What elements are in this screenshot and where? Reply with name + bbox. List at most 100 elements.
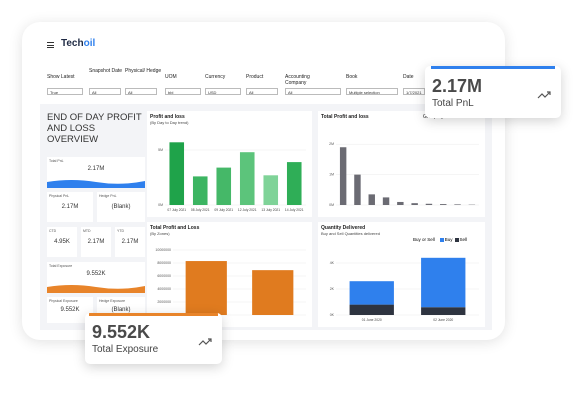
logo-text: oil	[83, 38, 96, 49]
filter-dropdown[interactable]: All	[125, 88, 157, 95]
bar	[382, 197, 390, 205]
bar	[169, 142, 185, 205]
card-label: MTD	[83, 229, 91, 233]
chart-subtitle: (By Day to Day trend)	[150, 120, 189, 125]
filter-dropdown[interactable]: 1/7/2021	[403, 88, 425, 95]
floating-card: 9.552K Total Exposure	[85, 313, 222, 364]
card-label: Total Exposure	[49, 264, 73, 268]
x-tick-label: 09 July 2021	[214, 208, 233, 212]
card-value: 2.17M	[432, 76, 483, 96]
filter-dropdown[interactable]: bbl	[165, 88, 201, 95]
bar	[440, 204, 447, 205]
kpi-card: CTD 4.95K	[47, 227, 77, 257]
y-tick-label: 2M	[329, 142, 334, 146]
x-tick-label: 14 July 2021	[285, 208, 304, 212]
logo: Techoil	[61, 38, 95, 49]
chart-title: Quantity Delivered	[321, 225, 366, 231]
kpi-card: Total PnL 2.17M	[47, 157, 145, 188]
bar-segment	[349, 281, 394, 305]
y-tick-label: 1M	[329, 173, 334, 177]
chart-panel: Total Profit and lossGroup byProduct0M1M…	[318, 111, 485, 217]
y-tick-label: 10000000	[155, 248, 171, 252]
chart-title: Profit and loss	[150, 114, 185, 120]
filter-dropdown[interactable]: True	[47, 88, 83, 95]
overview-title: END OF DAY PROFIT AND LOSS OVERVIEW	[47, 112, 142, 145]
y-tick-label: 6000000	[157, 274, 171, 278]
wave	[47, 180, 145, 188]
filter-dropdown[interactable]: Multiple selection	[346, 88, 398, 95]
legend-title: Buy or Sell	[413, 237, 435, 242]
card-value: 2.17M	[61, 204, 79, 210]
card-value: 9.552K	[60, 307, 80, 313]
x-tick-label: 07 July 2021	[167, 208, 186, 212]
menu-icon[interactable]	[47, 42, 54, 48]
bar-segment	[421, 307, 466, 315]
bar-segment	[421, 257, 466, 308]
bar	[368, 194, 375, 205]
filter-label: UOM	[165, 74, 177, 80]
card-label: Total PnL	[49, 159, 64, 163]
filter-label: Date	[403, 74, 414, 80]
filter-label: Snapshot Date	[89, 68, 123, 74]
filter-dropdown[interactable]: All	[89, 88, 121, 95]
bar	[216, 167, 232, 205]
card-value: 2.17M	[87, 239, 105, 245]
card-value: 2.17M	[87, 166, 105, 172]
filter-label: Book	[346, 74, 358, 80]
chart-subtitle: Buy and Sell Quantities delivered	[321, 231, 380, 236]
filter-label: Accounting Company	[285, 74, 310, 86]
x-tick-label: 02 June 2020	[433, 318, 453, 322]
filter-label: Product	[246, 74, 264, 80]
y-tick-label: 0M	[158, 203, 163, 207]
y-tick-label: 0M	[329, 203, 334, 207]
filter-dropdown[interactable]: All	[246, 88, 278, 95]
wave-decoration	[47, 285, 145, 293]
accent-bar	[431, 66, 555, 69]
bar	[263, 175, 279, 205]
kpi-card: Physical PnL 2.17M	[47, 192, 93, 222]
accent-bar	[89, 313, 218, 316]
filter-label: Currency	[205, 74, 226, 80]
card-value: 9.552K	[92, 322, 151, 342]
bar	[192, 176, 208, 205]
bar	[397, 201, 404, 205]
floating-card: 2.17M Total PnL	[425, 66, 561, 118]
chart: 0M 1M 2M	[329, 142, 479, 207]
y-tick-label: 2K	[330, 287, 335, 291]
card-value: 9.552K	[86, 271, 106, 277]
card-label: Total PnL	[432, 98, 474, 109]
legend-label: Buy	[444, 237, 453, 242]
legend: Buy or Sell Buy Sell	[413, 237, 467, 242]
legend-swatch	[454, 237, 459, 242]
card-label: Physical Exposure	[49, 299, 78, 303]
filter-dropdown[interactable]: USD	[205, 88, 241, 95]
card-label: Physical PnL	[49, 194, 70, 198]
x-tick-label: 12 July 2021	[238, 208, 257, 212]
bar	[425, 203, 433, 205]
bar	[252, 270, 294, 315]
legend-label: Sell	[459, 237, 468, 242]
chart-subtitle: (By Zones)	[150, 231, 170, 236]
kpi-card: Total Exposure 9.552K	[47, 262, 145, 293]
kpi-card: Hedge PnL (Blank)	[97, 192, 145, 222]
card-label: Total Exposure	[92, 344, 159, 355]
card-value: (Blank)	[111, 307, 131, 313]
chart: 0M 5M 07 July 2021 08 July 2021 09 July 2021…	[158, 142, 306, 212]
filter-dropdown[interactable]: All	[285, 88, 341, 95]
y-tick-label: 0K	[330, 313, 335, 317]
y-tick-label: 4000000	[157, 287, 171, 291]
bar	[339, 147, 347, 205]
bar	[454, 204, 461, 205]
bar-segment	[349, 304, 394, 315]
card-label: Hedge PnL	[99, 194, 117, 198]
wave-decoration	[47, 180, 145, 188]
card-value: 4.95K	[54, 239, 70, 245]
x-tick-label: 13 July 2021	[261, 208, 280, 212]
chart-title: Total Profit and Loss	[150, 225, 200, 231]
chart: 0K 2K 4K 01 June 2020 02 June 2020	[330, 257, 479, 322]
x-tick-label: 01 June 2020	[362, 318, 382, 322]
kpi-card: YTD 2.17M	[115, 227, 145, 257]
chart-panel: Total Profit and Loss(By Zones)020000004…	[147, 222, 312, 327]
chart: 0200000040000006000000800000010000000	[155, 248, 306, 317]
